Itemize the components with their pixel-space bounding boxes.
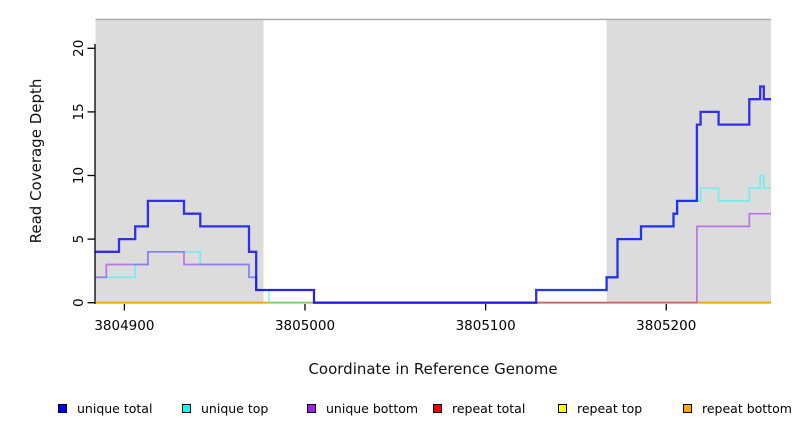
legend-swatch-icon [58, 403, 67, 413]
y-tick-label: 20 [71, 40, 87, 57]
legend-item-repeat-total: repeat total [433, 398, 525, 418]
y-tick-label: 5 [71, 235, 87, 244]
legend-label: repeat bottom [702, 400, 792, 416]
y-tick-label: 0 [71, 298, 87, 307]
y-axis: 0 5 10 15 20 [71, 40, 96, 307]
x-axis-title: Coordinate in Reference Genome [308, 360, 558, 378]
shaded-region [95, 20, 264, 304]
y-tick-label: 15 [71, 103, 87, 120]
x-tick-label: 3805000 [275, 318, 335, 334]
legend-swatch-icon [307, 403, 316, 413]
legend-swatch-icon [182, 403, 191, 413]
legend-item-unique-bottom: unique bottom [307, 398, 418, 418]
x-tick-label: 3805200 [636, 318, 696, 334]
legend-label: unique total [77, 400, 153, 416]
series-unique-total [95, 85, 771, 304]
y-axis-title: Read Coverage Depth [27, 78, 45, 244]
legend-item-repeat-top: repeat top [558, 398, 642, 418]
legend: unique total unique top unique bottom repea… [0, 398, 792, 422]
x-tick-label: 3804900 [94, 318, 154, 334]
y-tick-label: 10 [71, 167, 87, 184]
legend-swatch-icon [433, 403, 442, 413]
series-unique-bottom [95, 212, 771, 304]
legend-swatch-icon [683, 403, 692, 413]
x-axis: 3804900 3805000 3805100 3805200 [94, 304, 696, 334]
legend-item-repeat-bottom: repeat bottom [683, 398, 792, 418]
legend-label: repeat total [452, 400, 526, 416]
legend-item-unique-top: unique top [182, 398, 268, 418]
legend-swatch-icon [558, 403, 567, 413]
legend-label: unique bottom [326, 400, 419, 416]
shaded-repeat-regions [95, 20, 771, 304]
legend-item-unique-total: unique total [58, 398, 152, 418]
x-tick-label: 3805100 [456, 318, 516, 334]
legend-label: repeat top [577, 400, 643, 416]
legend-label: unique top [201, 400, 269, 416]
shaded-region [606, 20, 771, 304]
